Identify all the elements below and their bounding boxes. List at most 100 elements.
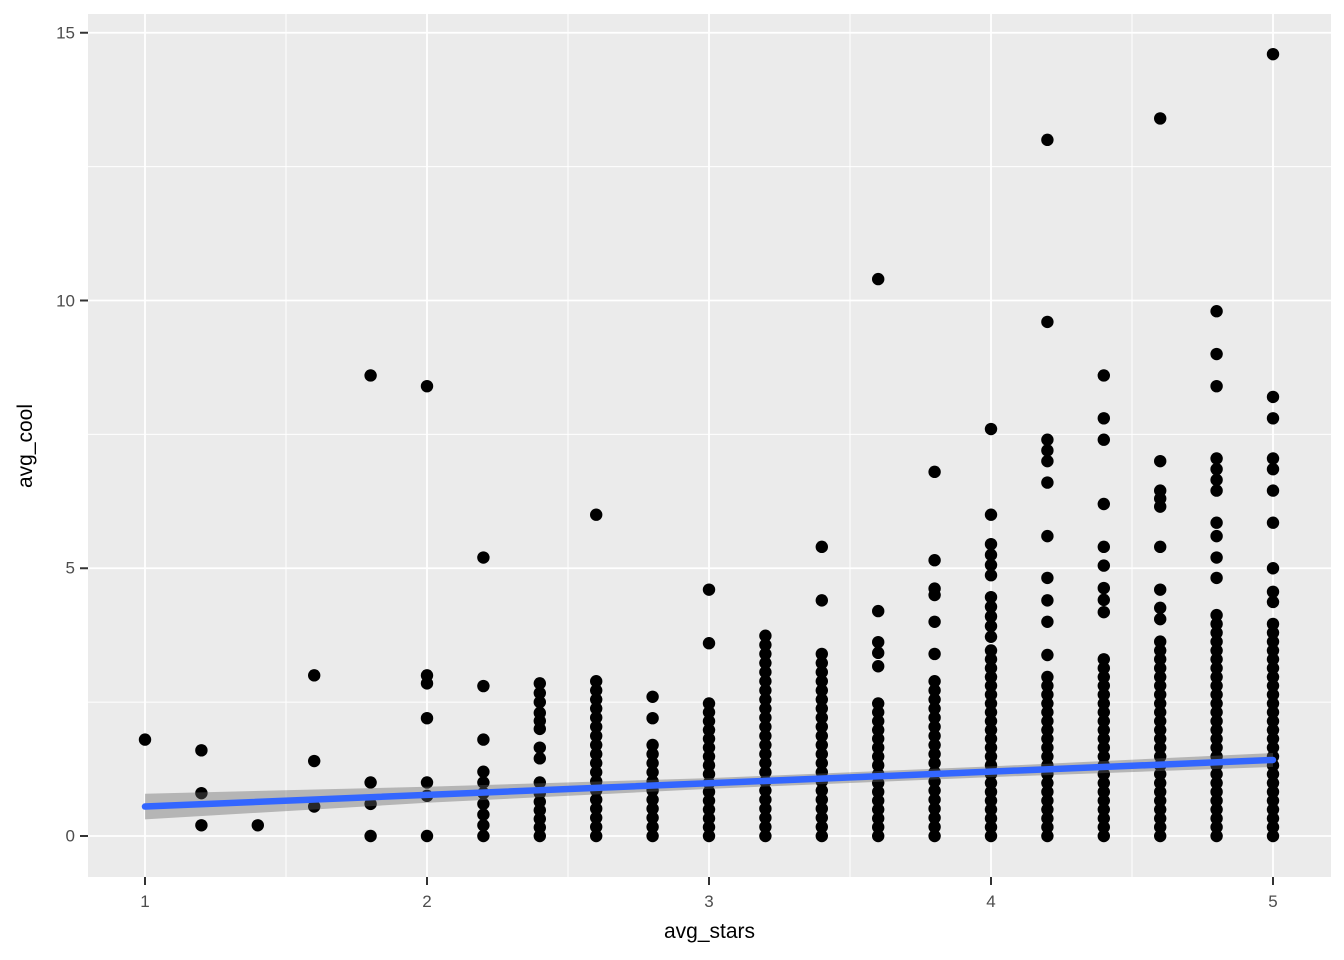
data-point	[1266, 626, 1280, 639]
data-point	[1210, 732, 1223, 746]
data-point	[590, 802, 603, 815]
data-point	[477, 819, 490, 832]
data-point	[759, 766, 772, 779]
data-point	[1041, 594, 1054, 607]
data-point	[759, 656, 772, 670]
data-point	[702, 750, 716, 763]
data-point	[984, 820, 998, 834]
data-point	[1154, 635, 1167, 648]
data-point	[984, 741, 998, 754]
data-point	[759, 684, 772, 697]
data-point	[815, 711, 828, 724]
data-point	[1154, 484, 1167, 497]
data-point	[1210, 608, 1223, 622]
data-point	[702, 732, 716, 746]
data-point	[872, 803, 885, 816]
data-point	[590, 702, 603, 715]
data-point	[1210, 776, 1223, 790]
data-point	[872, 660, 885, 673]
data-point	[1041, 670, 1054, 684]
data-point	[872, 604, 885, 618]
y-tick-label: 15	[56, 23, 75, 43]
data-point	[1266, 688, 1280, 701]
data-point	[590, 684, 603, 697]
data-point	[1266, 803, 1280, 816]
data-point	[1097, 593, 1111, 607]
data-point	[984, 794, 998, 807]
data-point	[872, 785, 885, 799]
data-point	[1210, 803, 1223, 816]
data-point	[702, 741, 716, 754]
data-point	[702, 785, 716, 799]
data-point	[1210, 785, 1223, 799]
data-point	[1266, 697, 1280, 710]
data-point	[815, 665, 828, 679]
data-point	[1097, 497, 1111, 511]
data-point	[1154, 697, 1167, 710]
data-point	[1154, 732, 1167, 746]
data-point	[477, 551, 490, 564]
data-point	[928, 615, 941, 628]
data-point	[1210, 653, 1223, 666]
data-point	[815, 756, 828, 770]
data-point	[1041, 648, 1054, 662]
data-point	[872, 714, 885, 728]
data-point	[1097, 653, 1111, 666]
data-point	[1266, 776, 1280, 790]
data-point	[1097, 661, 1111, 675]
data-point	[1041, 723, 1054, 737]
data-point	[533, 829, 546, 843]
x-axis-title: avg_stars	[663, 920, 756, 943]
data-point	[308, 800, 321, 813]
data-point	[702, 714, 716, 728]
data-point	[984, 558, 998, 572]
data-point	[928, 711, 941, 724]
data-point	[1097, 540, 1111, 554]
data-point	[590, 729, 603, 743]
data-point	[759, 720, 772, 733]
data-point	[759, 693, 772, 706]
data-point	[984, 600, 998, 614]
data-point	[1154, 829, 1167, 843]
data-point	[759, 738, 772, 752]
data-point	[928, 820, 941, 834]
data-point	[1266, 661, 1280, 675]
data-point	[590, 756, 603, 770]
data-point	[928, 829, 941, 843]
data-point	[1041, 476, 1054, 489]
data-point	[1266, 706, 1280, 719]
data-point	[815, 647, 828, 661]
data-point	[759, 638, 772, 652]
data-point	[984, 508, 998, 521]
data-point	[702, 794, 716, 807]
data-point	[646, 820, 659, 834]
data-point	[646, 711, 659, 725]
data-point	[420, 711, 434, 725]
data-point	[984, 803, 998, 816]
data-point	[646, 793, 659, 806]
data-point	[1041, 820, 1054, 834]
data-point	[1266, 516, 1280, 529]
data-point	[533, 706, 546, 720]
data-point	[1210, 794, 1223, 807]
data-point	[646, 690, 659, 703]
data-point	[1154, 112, 1167, 125]
data-point	[1041, 812, 1054, 825]
data-point	[1266, 723, 1280, 737]
data-point	[1210, 723, 1223, 737]
data-point	[815, 747, 828, 761]
data-point	[872, 829, 885, 843]
data-point	[872, 759, 885, 772]
data-point	[1097, 803, 1111, 816]
y-tick-label: 10	[56, 291, 75, 310]
data-point	[477, 733, 490, 746]
data-point	[1210, 551, 1223, 564]
data-point	[702, 697, 716, 710]
data-point	[1041, 433, 1054, 446]
data-point	[702, 706, 716, 719]
data-point	[1266, 679, 1280, 692]
data-point	[590, 738, 603, 752]
data-point	[928, 702, 941, 715]
data-point	[195, 819, 208, 832]
